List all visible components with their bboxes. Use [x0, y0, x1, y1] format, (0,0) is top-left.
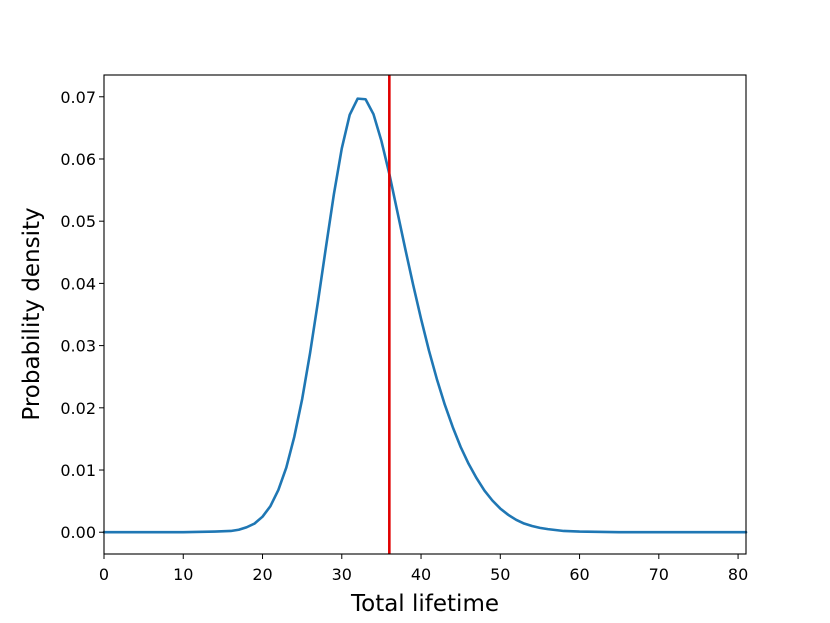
x-tick-label: 10: [173, 565, 193, 584]
y-tick-label: 0.02: [60, 399, 96, 418]
x-axis-label: Total lifetime: [350, 591, 499, 617]
x-tick-label: 20: [252, 565, 272, 584]
y-tick-label: 0.07: [60, 88, 96, 107]
y-tick-label: 0.06: [60, 150, 96, 169]
x-tick-label: 0: [99, 565, 109, 584]
y-tick-label: 0.03: [60, 337, 96, 356]
y-tick-label: 0.04: [60, 274, 96, 293]
x-tick-label: 30: [332, 565, 352, 584]
x-tick-label: 60: [569, 565, 589, 584]
y-tick-label: 0.01: [60, 461, 96, 480]
density-curve: [102, 97, 748, 534]
y-axis: 0.00 0.01 0.02 0.03 0.04 0.05 0.06 0.07: [60, 88, 104, 542]
y-tick-label: 0.05: [60, 212, 96, 231]
x-tick-label: 70: [649, 565, 669, 584]
x-axis: 0 10 20 30 40 50 60 70 80: [99, 554, 748, 584]
axes-frame: [103, 74, 747, 555]
plot-area: [102, 97, 748, 534]
x-tick-label: 50: [490, 565, 510, 584]
x-tick-label: 40: [411, 565, 431, 584]
x-tick-label: 80: [728, 565, 748, 584]
y-tick-label: 0.00: [60, 523, 96, 542]
y-axis-label: Probability density: [19, 207, 45, 420]
